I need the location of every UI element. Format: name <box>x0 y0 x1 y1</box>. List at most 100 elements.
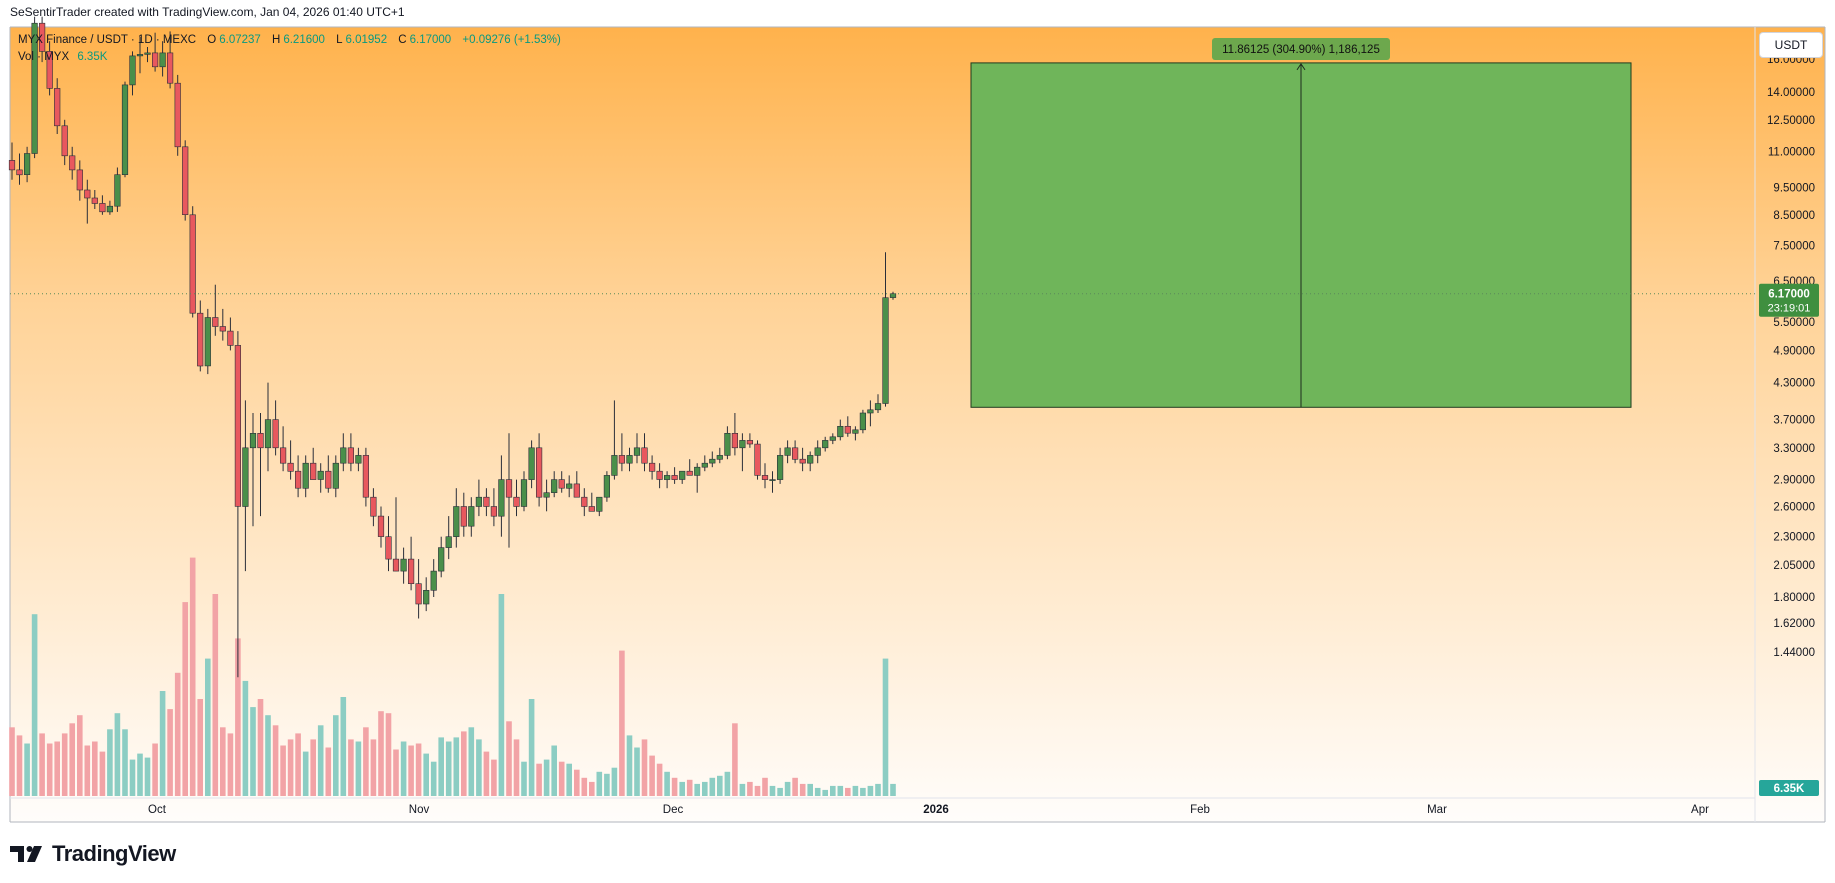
volume-bar-113 <box>860 787 866 796</box>
candle-70 <box>535 433 543 507</box>
volume-bar-54 <box>415 743 422 796</box>
candle-body <box>219 326 226 332</box>
candle-body <box>618 455 625 464</box>
price-tick-14: 2.60000 <box>1773 502 1815 514</box>
candle-39 <box>302 455 309 498</box>
volume-bar-86 <box>656 763 663 796</box>
candle-20 <box>159 41 166 77</box>
candle-83 <box>633 433 641 464</box>
volume-bar-89 <box>679 781 685 796</box>
candle-11 <box>91 190 98 209</box>
price-tick-8: 5.50000 <box>1773 317 1815 329</box>
candle-16 <box>129 51 136 96</box>
candle-85 <box>648 455 656 480</box>
price-tick-3: 11.00000 <box>1768 146 1815 158</box>
volume-bar-45 <box>348 739 354 796</box>
candle-body <box>513 496 520 507</box>
volume-bar-76 <box>581 777 588 796</box>
price-tick-6: 7.50000 <box>1773 241 1815 253</box>
candle-body <box>38 22 46 52</box>
candle-116 <box>882 252 889 407</box>
currency-selector[interactable]: USDT <box>1759 32 1823 58</box>
candle-31 <box>242 400 249 572</box>
candle-body <box>460 506 467 527</box>
candle-body <box>152 52 159 68</box>
volume-bar-55 <box>423 753 429 796</box>
candle-100 <box>761 463 769 489</box>
volume-bar-42 <box>325 747 332 796</box>
candle-body <box>76 169 83 191</box>
candle-7 <box>61 119 68 166</box>
volume-bar-56 <box>430 761 437 796</box>
candle-body <box>829 436 836 441</box>
candle-13 <box>106 200 113 215</box>
candle-body <box>174 82 181 148</box>
volume-bar-36 <box>280 745 286 796</box>
volume-bar-104 <box>792 777 798 796</box>
measure-label: 11.86125 (304.90%) 1,186,125 <box>1222 44 1380 56</box>
volume-legend[interactable]: Vol · MYX 6.35K <box>18 51 107 63</box>
volume-bar-0 <box>9 727 15 796</box>
candle-60 <box>460 492 467 537</box>
candle-26 <box>204 308 211 375</box>
candle-10 <box>84 179 91 224</box>
candle-35 <box>272 400 279 456</box>
candle-body <box>822 440 829 449</box>
candle-56 <box>430 559 437 597</box>
candle-body <box>633 447 641 456</box>
candle-8 <box>69 146 76 180</box>
measure-tool[interactable]: 11.86125 (304.90%) 1,186,125 <box>970 38 1632 408</box>
volume-bar-116 <box>882 658 889 796</box>
candle-53 <box>407 536 415 591</box>
symbol-legend[interactable]: MYX Finance / USDT · 1D · MEXC O 6.07237 … <box>18 34 561 46</box>
candle-38 <box>294 455 302 498</box>
candle-33 <box>257 413 264 517</box>
candle-body <box>264 419 272 449</box>
candle-104 <box>791 440 799 464</box>
candle-59 <box>453 488 460 548</box>
candle-47 <box>362 447 370 507</box>
time-tick-0: Oct <box>148 804 167 816</box>
candle-body <box>716 455 723 460</box>
candle-body <box>859 412 866 431</box>
tradingview-wordmark: TradingView <box>52 841 176 866</box>
candle-body <box>867 409 874 414</box>
candle-body <box>490 506 498 517</box>
volume-bars <box>9 557 896 796</box>
candle-96 <box>731 413 738 456</box>
volume-bar-58 <box>445 741 452 796</box>
volume-bar-8 <box>69 723 75 796</box>
candle-1 <box>16 153 23 185</box>
currency-label: USDT <box>1774 38 1808 52</box>
volume-bar-90 <box>686 779 693 796</box>
volume-bar-80 <box>611 767 618 796</box>
volume-bar-49 <box>378 711 384 796</box>
volume-bar-4 <box>39 733 45 796</box>
candle-111 <box>844 416 851 437</box>
symbol-name[interactable]: MYX Finance / USDT · 1D · MEXC <box>18 34 197 46</box>
candle-body <box>535 447 543 498</box>
time-tick-2: Dec <box>663 804 684 816</box>
candle-body <box>204 317 211 367</box>
close-value: 6.17000 <box>409 34 452 46</box>
candle-112 <box>852 426 859 441</box>
volume-bar-72 <box>551 745 557 796</box>
volume-label[interactable]: Vol · MYX <box>18 51 70 63</box>
candle-body <box>611 455 618 476</box>
candle-102 <box>776 447 784 484</box>
candle-body <box>423 589 430 605</box>
volume-bar-103 <box>784 781 791 796</box>
candle-body <box>400 558 407 572</box>
volume-bar-115 <box>875 783 881 796</box>
candle-87 <box>663 471 671 489</box>
candle-body <box>791 447 799 460</box>
candle-body <box>882 297 889 404</box>
candle-body <box>475 496 483 507</box>
candle-body <box>332 462 339 489</box>
time-axis[interactable]: Oct Nov Dec 2026 Feb Mar Apr <box>148 804 1709 816</box>
price-axis[interactable]: 16.0000014.0000012.5000011.000009.500008… <box>1767 54 1815 659</box>
volume-bar-22 <box>174 672 181 796</box>
tradingview-logo-icon <box>10 846 42 862</box>
candle-9 <box>76 160 83 201</box>
